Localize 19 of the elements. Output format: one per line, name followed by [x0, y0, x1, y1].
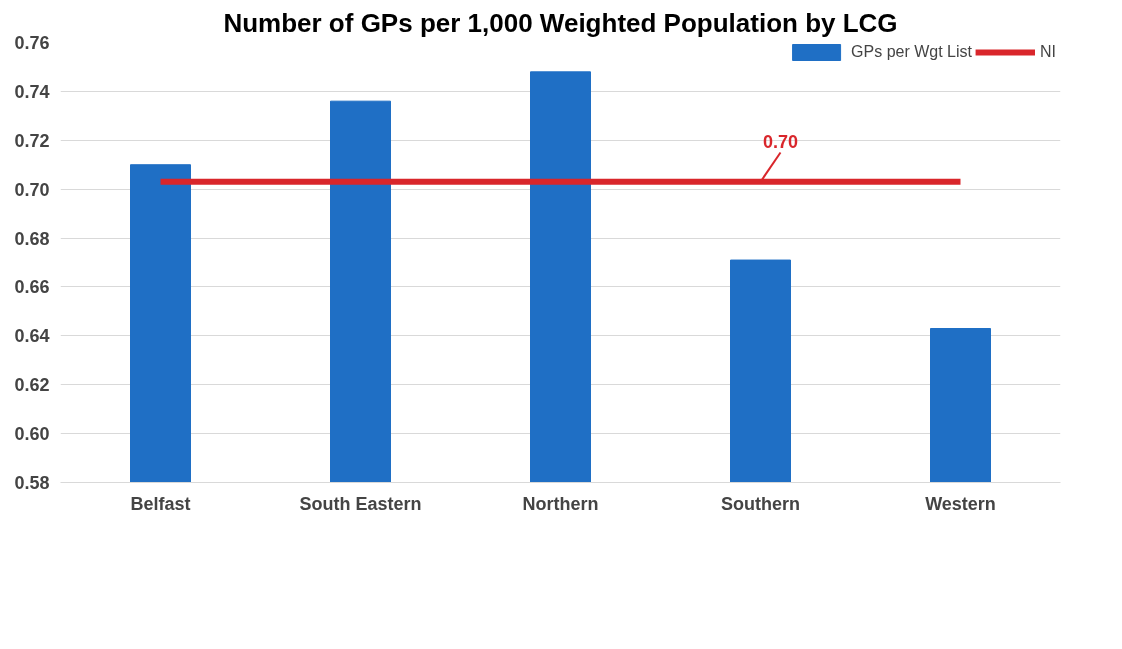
y-tick-label: 0.74 — [14, 81, 50, 102]
x-tick-label: Southern — [721, 493, 800, 514]
legend-label: NI — [1040, 43, 1057, 61]
legend-label: GPs per Wgt List — [851, 43, 972, 61]
chart-title: Number of GPs per 1,000 Weighted Population by LCG — [223, 7, 898, 38]
y-tick-label: 0.62 — [14, 375, 50, 396]
y-tick-label: 0.76 — [14, 33, 50, 53]
y-tick-label: 0.66 — [14, 277, 50, 298]
y-tick-label: 0.70 — [14, 179, 50, 200]
y-tick-label: 0.68 — [14, 228, 50, 249]
x-tick-label: South Eastern — [299, 493, 422, 514]
y-tick-label: 0.72 — [14, 130, 50, 151]
y-tick-label: 0.58 — [14, 473, 50, 493]
y-tick-label: 0.60 — [14, 424, 50, 445]
x-tick-label: Northern — [522, 493, 599, 514]
x-tick-label: Western — [925, 493, 996, 514]
y-tick-label: 0.64 — [14, 326, 50, 347]
x-tick-label: Belfast — [130, 493, 191, 514]
annotation: 0.70 — [762, 131, 799, 152]
